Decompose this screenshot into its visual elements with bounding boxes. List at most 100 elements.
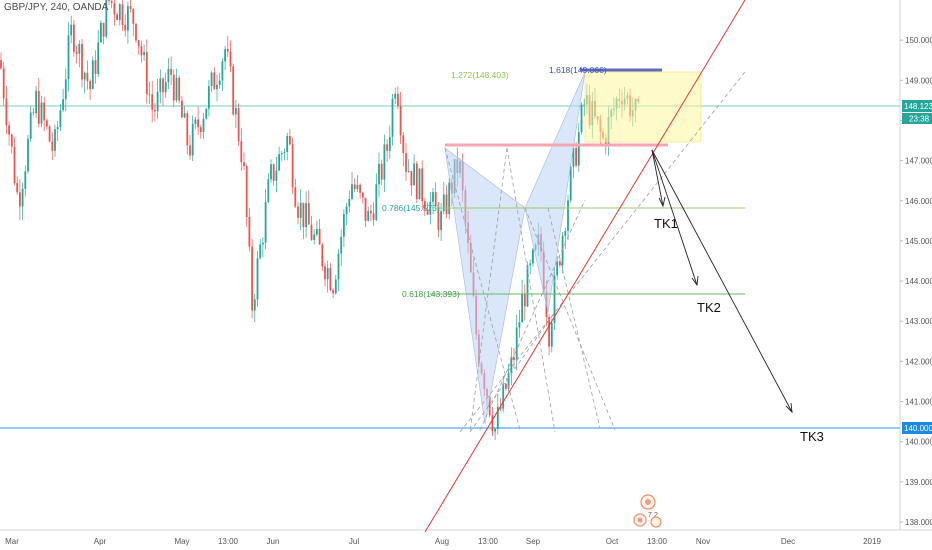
candle-body: [178, 77, 181, 101]
candle-body: [86, 72, 89, 82]
candle-body: [54, 129, 56, 151]
candle-body: [259, 244, 262, 259]
candle-body: [186, 113, 189, 146]
candle-body: [305, 203, 307, 228]
candle-body: [267, 179, 270, 202]
candle-body: [359, 184, 361, 193]
candle-body: [302, 202, 305, 228]
price-tick-label: 147.000: [905, 157, 932, 166]
candle-body: [135, 23, 137, 41]
price-tick-label: 139.000: [905, 478, 932, 487]
candle-body: [35, 90, 37, 114]
level-140-badge: [902, 422, 932, 434]
candle-body: [575, 147, 577, 166]
candle-body: [205, 108, 208, 119]
dashed-projection-lines: [444, 71, 746, 433]
candle-body: [27, 138, 29, 172]
candle-body: [440, 211, 442, 231]
candle-body: [116, 14, 118, 20]
time-tick-label: Jul: [349, 537, 359, 546]
candle-body: [415, 163, 418, 200]
candle-body: [151, 94, 154, 110]
candle-body: [102, 22, 105, 37]
time-tick-label: May: [174, 537, 189, 546]
candle-body: [64, 79, 67, 100]
candle-body: [270, 164, 272, 180]
candle-body: [21, 188, 24, 207]
candle-body: [43, 102, 46, 121]
symbol-title: GBP/JPY, 240, OANDA: [4, 2, 109, 13]
time-tick-label: Nov: [696, 537, 710, 546]
candle-body: [329, 268, 332, 291]
event-icon-upper[interactable]: [640, 494, 656, 510]
event-icon-lower[interactable]: 7 2: [633, 512, 662, 528]
candle-body: [388, 136, 391, 151]
candle-body: [399, 105, 402, 136]
candle-body: [567, 200, 569, 231]
candle-body: [356, 184, 359, 190]
candle-body: [383, 144, 386, 180]
candle-body: [337, 253, 340, 280]
candle-body: [361, 192, 364, 198]
fib-1618-label: 1.618(149.066): [549, 65, 607, 75]
candle-body: [421, 168, 424, 202]
candle-body: [2, 68, 5, 99]
pattern-triangle-right: [524, 71, 586, 313]
candle-body: [321, 244, 324, 267]
candle-body: [91, 60, 94, 89]
time-tick-label: 2019: [863, 537, 881, 546]
candle-body: [307, 203, 310, 225]
time-tick-label: 13:00: [478, 537, 499, 546]
candle-body: [561, 235, 564, 266]
time-tick-label: Aug: [435, 537, 449, 546]
candle-body: [529, 263, 532, 266]
candle-body: [289, 135, 291, 145]
candle-body: [521, 293, 523, 323]
candle-body: [208, 86, 210, 109]
candle-body: [313, 234, 316, 240]
time-tick-label: 13:00: [647, 537, 668, 546]
time-tick-label: Sep: [526, 537, 541, 546]
candle-body: [253, 299, 256, 311]
candle-body: [127, 6, 129, 31]
candle-body: [113, 3, 116, 15]
candle-body: [434, 192, 437, 207]
candle-body: [232, 66, 235, 115]
time-scale[interactable]: Mar Apr May 13:00 Jun Jul Aug 13:00 Sep Oct 13:00 N…: [5, 537, 881, 546]
pattern-triangle-left: [444, 147, 526, 425]
price-tick-label: 145.000: [905, 237, 932, 246]
price-tick-label: 150.000: [905, 36, 932, 45]
candle-body: [148, 94, 151, 96]
candle-body: [583, 104, 586, 106]
candle-body: [326, 268, 329, 280]
candle-body: [46, 120, 48, 127]
candle-body: [402, 135, 405, 154]
candle-body: [375, 184, 378, 220]
candle-body: [248, 216, 251, 247]
candle-body: [189, 145, 191, 156]
candle-body: [110, 0, 113, 4]
candle-body: [229, 51, 232, 67]
candle-body: [210, 72, 213, 87]
time-tick-label: Apr: [94, 537, 107, 546]
candle-body: [100, 22, 102, 43]
candle-body: [154, 109, 156, 112]
candle-body: [37, 90, 40, 124]
candle-body: [70, 24, 73, 36]
candle-body: [145, 52, 148, 95]
candle-body: [156, 91, 159, 112]
time-tick-label: Dec: [781, 537, 795, 546]
candle-body: [67, 35, 70, 80]
candle-body: [124, 24, 127, 31]
candle-body: [235, 108, 237, 115]
countdown-value: 23:38: [909, 115, 930, 124]
candle-body: [351, 184, 353, 199]
target-zone-box: [584, 71, 702, 143]
candle-body: [13, 146, 16, 184]
candle-body: [556, 261, 559, 276]
candle-body: [280, 153, 283, 155]
candle-body: [226, 49, 229, 52]
candle-body: [448, 182, 451, 215]
candle-body: [78, 43, 81, 54]
